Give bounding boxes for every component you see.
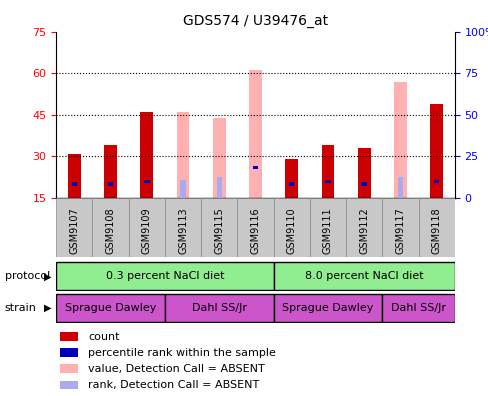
Bar (180, 180, 185, 183)
Bar (140, 112, 153, 198)
Text: GSM9113: GSM9113 (178, 207, 188, 253)
Text: count: count (88, 332, 120, 342)
Bar (180, 181, 185, 198)
Text: GSM9110: GSM9110 (286, 207, 296, 253)
Text: GSM9116: GSM9116 (250, 207, 260, 253)
Text: Sprague Dawley: Sprague Dawley (65, 303, 156, 313)
Text: Sprague Dawley: Sprague Dawley (282, 303, 373, 313)
Text: Dahl SS/Jr: Dahl SS/Jr (191, 303, 246, 313)
Title: GDS574 / U39476_at: GDS574 / U39476_at (183, 14, 327, 28)
Text: 0.3 percent NaCl diet: 0.3 percent NaCl diet (105, 271, 224, 281)
Bar (309, 198, 346, 257)
Bar (56, 294, 164, 322)
Text: protocol: protocol (5, 271, 50, 282)
Bar (249, 70, 261, 198)
Text: rank, Detection Call = ABSENT: rank, Detection Call = ABSENT (88, 380, 259, 390)
Bar (273, 262, 454, 291)
Bar (433, 180, 439, 183)
Text: GSM9108: GSM9108 (105, 207, 115, 253)
Text: 8.0 percent NaCl diet: 8.0 percent NaCl diet (304, 271, 423, 281)
Bar (216, 179, 222, 198)
Text: ▶: ▶ (44, 303, 51, 313)
Text: Dahl SS/Jr: Dahl SS/Jr (390, 303, 445, 313)
Bar (273, 198, 309, 257)
Bar (252, 166, 258, 169)
Bar (382, 294, 454, 322)
Text: ▶: ▶ (44, 271, 51, 282)
Bar (164, 198, 201, 257)
Text: GSM9109: GSM9109 (142, 207, 151, 253)
Bar (288, 183, 294, 186)
Bar (216, 177, 222, 180)
Text: GSM9107: GSM9107 (69, 207, 79, 254)
Bar (56, 198, 92, 257)
Bar (201, 198, 237, 257)
Bar (212, 118, 225, 198)
Text: strain: strain (5, 303, 37, 313)
Text: GSM9118: GSM9118 (431, 207, 441, 253)
Bar (321, 145, 334, 198)
Bar (285, 159, 298, 198)
Bar (128, 198, 164, 257)
Bar (397, 177, 402, 180)
Bar (397, 179, 402, 198)
Bar (60, 364, 78, 373)
Bar (429, 104, 442, 198)
Bar (361, 183, 366, 186)
Bar (273, 294, 382, 322)
Text: GSM9115: GSM9115 (214, 207, 224, 254)
Bar (92, 198, 128, 257)
Text: percentile rank within the sample: percentile rank within the sample (88, 348, 275, 358)
Bar (144, 180, 149, 183)
Text: GSM9112: GSM9112 (359, 207, 368, 254)
Text: GSM9111: GSM9111 (322, 207, 332, 253)
Bar (357, 148, 370, 198)
Bar (418, 198, 454, 257)
Text: value, Detection Call = ABSENT: value, Detection Call = ABSENT (88, 364, 264, 374)
Bar (382, 198, 418, 257)
Bar (56, 262, 273, 291)
Text: GSM9117: GSM9117 (395, 207, 405, 254)
Bar (68, 154, 81, 198)
Bar (71, 183, 77, 186)
Bar (108, 183, 113, 186)
Bar (164, 294, 273, 322)
Bar (60, 332, 78, 341)
Bar (60, 348, 78, 357)
Bar (176, 112, 189, 198)
Bar (325, 180, 330, 183)
Bar (346, 198, 382, 257)
Bar (393, 82, 406, 198)
Bar (237, 198, 273, 257)
Bar (60, 381, 78, 389)
Bar (104, 145, 117, 198)
